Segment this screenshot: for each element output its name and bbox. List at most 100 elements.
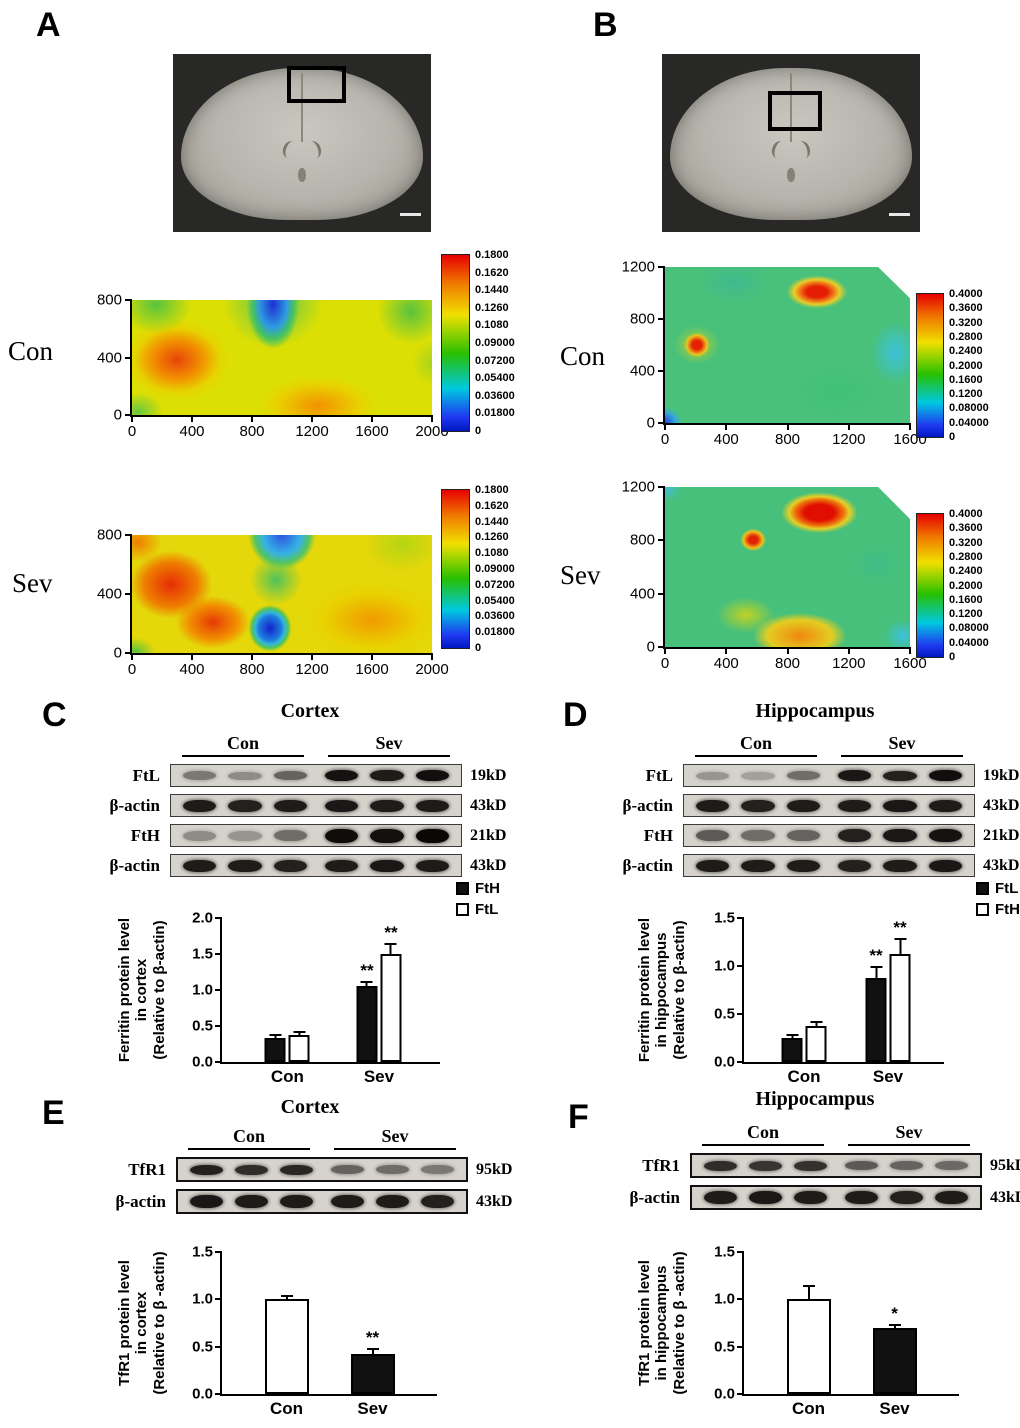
x-tick-mark [664, 423, 666, 430]
blot-band [837, 859, 872, 872]
blot-protein-label: β-actin [622, 795, 673, 815]
bar-ftl [380, 954, 402, 1062]
blot-band [228, 799, 262, 812]
colorbar-label: 0 [949, 651, 956, 663]
y-tick-mark [125, 534, 132, 536]
error-bar [298, 1033, 301, 1037]
x-tick-mark [909, 647, 911, 654]
group-label: Con [181, 733, 305, 757]
blot-band [182, 771, 217, 780]
y-tick-label: 1.5 [192, 945, 213, 963]
blot-band [928, 799, 962, 812]
blot-band [324, 799, 359, 812]
blot-grid: Con Sev TfR1 95kD β-actin 43kD [98, 1126, 522, 1214]
x-tick-label: 800 [774, 431, 801, 448]
scale-bar-a [400, 212, 421, 216]
western-blot-strip [170, 794, 462, 817]
y-tick-label: 0.0 [714, 1385, 735, 1403]
group-label: Con [701, 1122, 825, 1146]
bar-fth [356, 986, 378, 1062]
panel-letter-c: C [42, 696, 67, 734]
y-tick-label: 400 [629, 585, 655, 603]
colorbar-label: 0.04000 [949, 636, 989, 649]
molecular-weight-label: 43kD [470, 856, 507, 874]
blot-band [415, 770, 449, 781]
x-tick-label: 1200 [832, 655, 866, 672]
western-blot-strip [683, 764, 975, 787]
x-tick-mark [251, 653, 253, 660]
blot-band [883, 859, 917, 872]
molecular-weight-label: 95kD [990, 1156, 1020, 1174]
roi-rectangle-b [767, 91, 823, 132]
significance-stars: ** [384, 923, 398, 942]
x-category-label: Sev [357, 1399, 388, 1418]
blot-band [695, 771, 730, 780]
y-tick-mark [125, 593, 132, 595]
bar-group: ** ** [865, 918, 911, 1062]
colorbar-label: 0.1440 [475, 284, 509, 297]
western-blot-strip [176, 1157, 468, 1182]
bar-fth [264, 1038, 286, 1062]
significance-stars: ** [360, 961, 374, 980]
y-tick-label: 1.0 [192, 981, 213, 999]
western-blot-strip [683, 854, 975, 877]
x-tick-label: 2000 [415, 423, 449, 440]
western-blot-panel-f: Con Sev TfR1 95kD β-actin 43kD [612, 1122, 1020, 1210]
blot-band [279, 1195, 314, 1208]
brain-section-image-b [662, 54, 920, 232]
y-tick-mark [215, 1345, 222, 1348]
blot-band [793, 1160, 828, 1171]
legend-swatch [976, 903, 989, 916]
group-label: Sev [333, 1126, 457, 1150]
error-bar [274, 1036, 277, 1040]
blot-protein-label: FtL [645, 765, 673, 785]
heatmap-surface [665, 487, 910, 647]
panel-letter-a: A [36, 6, 61, 44]
y-tick-mark [658, 539, 665, 542]
blot-band [370, 770, 404, 781]
x-tick-mark [664, 647, 666, 654]
title-cortex-c: Cortex [280, 700, 340, 722]
error-bar [365, 983, 368, 988]
legend-label: FtH [995, 901, 1020, 918]
y-tick-mark [658, 266, 665, 268]
bar-con [786, 1299, 831, 1394]
blot-band [273, 771, 307, 780]
x-tick-mark [311, 415, 313, 422]
blot-group-header: Con Sev [176, 1126, 468, 1150]
colorbar-label: 0.05400 [475, 372, 515, 385]
colorbar-label: 0.1260 [475, 531, 509, 544]
error-bar [371, 1350, 374, 1356]
bar-fth [889, 954, 911, 1062]
x-tick-label: 800 [239, 423, 265, 440]
y-axis-label: TfR1 protein level in cortex (Relative to … [116, 1251, 168, 1395]
blot-protein-label: β-actin [629, 1187, 680, 1207]
x-tick-label: 0 [660, 431, 670, 448]
colorbar-label: 0.1600 [949, 593, 983, 606]
significance-stars: * [891, 1304, 898, 1323]
heatmap-surface [132, 535, 432, 653]
x-tick-mark [431, 653, 433, 660]
error-bar-cap [870, 966, 882, 968]
x-tick-mark [311, 653, 313, 660]
error-bar-cap [810, 1021, 822, 1023]
blot-band [889, 1191, 924, 1204]
x-tick-label: 400 [179, 423, 205, 440]
y-tick-mark [737, 1393, 744, 1395]
blot-band [273, 830, 307, 841]
blot-band [786, 799, 820, 812]
x-tick-label: 2000 [415, 661, 449, 678]
blot-band [182, 859, 217, 872]
blot-band [837, 829, 872, 842]
x-tick-mark [725, 423, 728, 430]
blot-protein-label: β-actin [109, 855, 160, 875]
colorbar-label: 0.07200 [475, 578, 515, 591]
error-bar [807, 1287, 810, 1301]
blot-band [837, 770, 872, 781]
y-tick-label: 400 [96, 585, 122, 603]
blot-band [420, 1195, 455, 1208]
x-tick-mark [371, 653, 373, 660]
colorbar-label: 0.01800 [475, 407, 515, 420]
western-blot-strip [170, 764, 462, 787]
y-tick-mark [215, 953, 222, 955]
